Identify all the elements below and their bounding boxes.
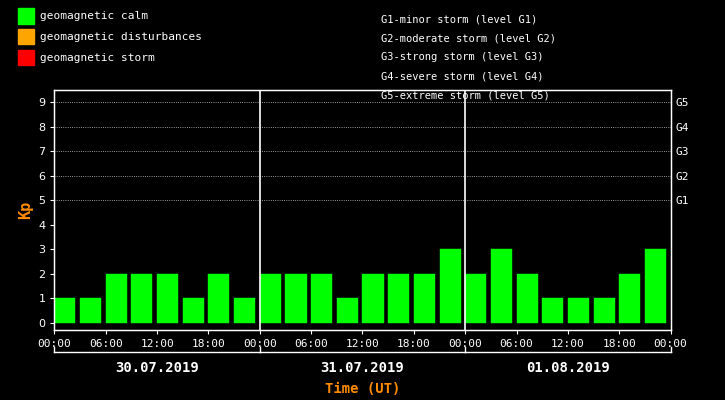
Bar [439,249,460,323]
Bar [208,274,230,323]
Bar [542,298,563,323]
Text: 01.08.2019: 01.08.2019 [526,361,610,375]
Bar [106,274,127,323]
Bar [80,298,101,323]
Bar [414,274,435,323]
Bar [362,274,384,323]
Bar [131,274,152,323]
Bar [337,298,358,323]
Bar [594,298,615,323]
Text: G1-minor storm (level G1): G1-minor storm (level G1) [381,14,537,24]
Bar [388,274,409,323]
Bar [157,274,178,323]
Text: 30.07.2019: 30.07.2019 [115,361,199,375]
Bar [234,298,255,323]
Text: 31.07.2019: 31.07.2019 [320,361,405,375]
Bar [260,274,281,323]
Bar [619,274,640,323]
Text: geomagnetic calm: geomagnetic calm [40,11,148,21]
Text: G5-extreme storm (level G5): G5-extreme storm (level G5) [381,91,550,101]
Bar [645,249,666,323]
Bar [311,274,332,323]
Text: Time (UT): Time (UT) [325,382,400,396]
Bar [286,274,307,323]
Text: G2-moderate storm (level G2): G2-moderate storm (level G2) [381,33,555,43]
Y-axis label: Kp: Kp [17,201,33,219]
Bar [465,274,486,323]
Text: G3-strong storm (level G3): G3-strong storm (level G3) [381,52,543,62]
Bar [568,298,589,323]
Bar [54,298,75,323]
Bar [516,274,538,323]
Text: geomagnetic storm: geomagnetic storm [40,53,154,63]
Text: geomagnetic disturbances: geomagnetic disturbances [40,32,202,42]
Text: G4-severe storm (level G4): G4-severe storm (level G4) [381,72,543,82]
Bar [491,249,512,323]
Bar [183,298,204,323]
